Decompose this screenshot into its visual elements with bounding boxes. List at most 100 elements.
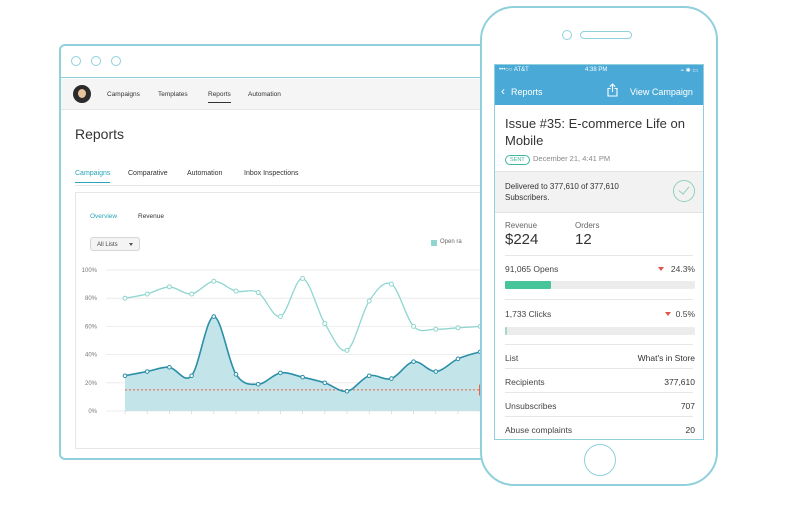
tab-inbox-inspections[interactable]: Inbox Inspections: [244, 170, 299, 177]
page-title: Reports: [75, 126, 125, 142]
divider: [505, 344, 693, 345]
unsubscribes-value: 707: [680, 401, 695, 411]
divider: [505, 368, 693, 369]
divider: [505, 416, 693, 417]
open-rate-point: [189, 291, 195, 297]
report-panel: Overview Revenue All Lists Open ra 100% 8…: [75, 192, 537, 449]
click-rate-point: [233, 372, 239, 377]
revenue-value: $224: [505, 231, 539, 248]
open-rate-point: [233, 288, 239, 294]
campaign-title: Issue #35: E-commerce Life on Mobile: [505, 116, 685, 148]
open-rate-point: [277, 314, 283, 320]
click-rate-point: [433, 369, 439, 374]
share-icon[interactable]: [607, 83, 618, 97]
window-controls: [71, 56, 121, 66]
tab-revenue[interactable]: Revenue: [138, 213, 165, 220]
recipients-value: 377,610: [664, 377, 695, 387]
open-rate-point: [166, 284, 172, 290]
open-rate-point: [144, 291, 150, 297]
performance-chart: 100%80%60%40%20%0%59.28% Open Ra46.25% C…: [82, 268, 537, 436]
list-label: List: [505, 353, 519, 363]
status-time: 4:38 PM: [585, 67, 608, 73]
click-rate-point: [167, 364, 172, 370]
status-badge: SENT: [505, 155, 530, 165]
click-rate-point: [189, 373, 194, 379]
open-rate-point: [366, 298, 372, 304]
open-rate-point: [211, 278, 217, 284]
open-rate-point: [322, 321, 328, 327]
nav-reports[interactable]: Reports: [208, 91, 231, 103]
divider: [61, 77, 537, 78]
click-rate-point: [366, 373, 372, 379]
mailchimp-logo-icon[interactable]: [73, 85, 91, 103]
legend-swatch: [431, 240, 437, 246]
y-tick-label: 100%: [82, 268, 98, 274]
list-filter-dropdown[interactable]: All Lists: [90, 237, 140, 251]
carrier-text: •••○○ AT&T: [499, 67, 529, 73]
nav-automation[interactable]: Automation: [248, 91, 281, 98]
open-rate-point: [455, 325, 461, 331]
window-dot[interactable]: [111, 56, 121, 66]
window-dot[interactable]: [71, 56, 81, 66]
click-rate-point: [278, 370, 283, 376]
click-rate-point: [144, 369, 150, 374]
nav-campaigns[interactable]: Campaigns: [107, 91, 140, 98]
down-arrow-icon: [658, 267, 664, 271]
opens-percent: 24.3%: [670, 264, 695, 274]
opens-progress-bar: [505, 281, 695, 289]
divider: [75, 185, 537, 186]
chevron-left-icon[interactable]: ‹: [501, 84, 505, 98]
click-rate-point: [411, 359, 416, 364]
camera-icon: [562, 30, 572, 40]
list-filter-label: All Lists: [97, 242, 118, 248]
list-value: What's in Store: [637, 353, 695, 363]
phone-frame: •••○○ AT&T 4:38 PM ⌁ ✱ ▭ ‹ Reports View …: [480, 6, 718, 486]
tab-automation[interactable]: Automation: [187, 170, 223, 177]
opens-label: 91,065 Opens: [505, 264, 559, 274]
orders-value: 12: [575, 231, 592, 248]
click-rate-point: [211, 314, 217, 319]
down-arrow-icon: [665, 312, 671, 316]
y-tick-label: 20%: [85, 381, 98, 387]
y-tick-label: 0%: [88, 409, 97, 415]
click-rate-area: [125, 316, 525, 411]
tab-campaigns[interactable]: Campaigns: [75, 170, 111, 183]
y-tick-label: 80%: [85, 296, 98, 302]
tab-comparative[interactable]: Comparative: [128, 170, 168, 177]
open-rate-line: [124, 277, 525, 352]
phone-screen: •••○○ AT&T 4:38 PM ⌁ ✱ ▭ ‹ Reports View …: [494, 64, 704, 440]
clicks-percent: 0.5%: [675, 309, 695, 319]
click-rate-point: [455, 356, 461, 362]
window-dot[interactable]: [91, 56, 101, 66]
home-button[interactable]: [584, 444, 616, 476]
delivery-text: Delivered to 377,610 of 377,610 Subscrib…: [505, 182, 619, 202]
tab-overview[interactable]: Overview: [90, 213, 118, 220]
back-button[interactable]: Reports: [511, 87, 543, 97]
check-circle-icon: [673, 180, 695, 202]
open-rate-point: [255, 290, 261, 296]
open-rate-point: [300, 275, 306, 281]
speaker-icon: [580, 31, 632, 39]
recipients-label: Recipients: [505, 377, 545, 387]
divider: [505, 255, 693, 256]
clicks-progress-bar: [505, 327, 695, 335]
click-rate-point: [389, 376, 394, 381]
click-rate-point: [344, 388, 350, 394]
abuse-value: 20: [685, 425, 695, 435]
app-nav: Campaigns Templates Reports Automation: [61, 79, 537, 110]
opens-progress-fill: [505, 281, 551, 289]
clicks-label: 1,733 Clicks: [505, 309, 552, 319]
nav-templates[interactable]: Templates: [158, 91, 188, 98]
clicks-progress-fill: [505, 327, 507, 335]
open-rate-point: [344, 347, 350, 353]
view-campaign-button[interactable]: View Campaign: [630, 87, 693, 97]
status-icons: ⌁ ✱ ▭: [680, 68, 698, 74]
unsubscribes-label: Unsubscribes: [505, 401, 557, 411]
open-rate-point: [411, 323, 417, 329]
click-rate-point: [122, 373, 128, 379]
sent-date: December 21, 4:41 PM: [533, 154, 611, 163]
open-rate-point: [388, 281, 394, 287]
open-rate-point: [122, 295, 128, 301]
click-rate-point: [322, 380, 328, 386]
revenue-label: Revenue: [505, 221, 538, 230]
